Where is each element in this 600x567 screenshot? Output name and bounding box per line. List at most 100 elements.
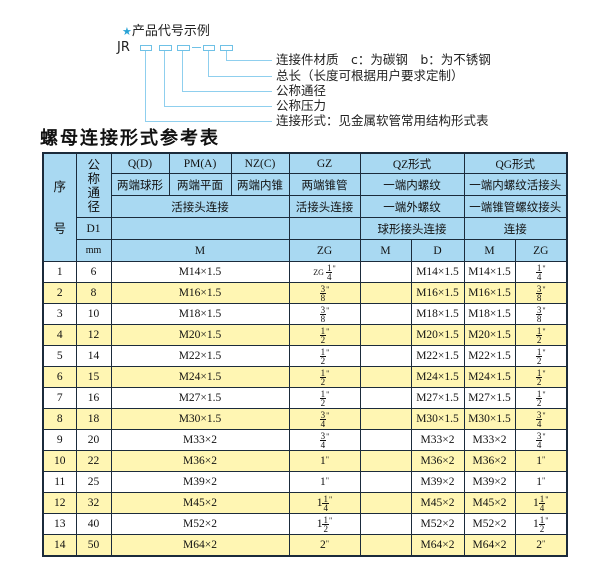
whole: 1 — [319, 455, 326, 467]
inch-mark: " — [326, 347, 330, 357]
inch-mark: " — [328, 494, 333, 504]
inch-mark: " — [326, 389, 330, 399]
seq-cell: 1 — [42, 261, 77, 283]
label-pressure: 公称压力 — [276, 98, 327, 113]
table-row: 8 18 M30×1.5 3 4 " M30×1.5 M30×1.5 3 4 " — [42, 408, 568, 430]
inch-mark: " — [545, 494, 549, 504]
seq-cell: 8 — [42, 408, 77, 430]
m-thread-cell: M24×1.5 — [110, 366, 290, 388]
qg-m-cell: M39×2 — [463, 471, 516, 493]
whole: 1 — [316, 517, 323, 530]
leader-line — [164, 51, 165, 106]
diameter-cell: 40 — [75, 513, 112, 535]
qg-zg-cell: 1 2 " — [514, 366, 568, 388]
seq-cell: 7 — [42, 387, 77, 409]
table-row: 6 15 M24×1.5 1 2 " M24×1.5 M24×1.5 1 2 " — [42, 366, 568, 388]
seq-cell: 10 — [42, 450, 77, 472]
header-cell: 连接 — [463, 217, 568, 240]
table-title: 螺母连接形式参考表 — [40, 128, 220, 149]
table-row: 4 12 M20×1.5 1 2 " M20×1.5 M20×1.5 1 2 " — [42, 324, 568, 346]
inch-mark: " — [325, 476, 329, 485]
header-nominal: 公称通径 — [75, 152, 112, 218]
qg-m-cell: M45×2 — [463, 492, 516, 514]
header-cell: 两端球形 — [110, 173, 170, 196]
inch-mark: " — [542, 410, 546, 420]
code-box-diameter — [177, 45, 190, 51]
m-thread-cell: M39×2 — [110, 471, 290, 493]
m-thread-cell: M18×1.5 — [110, 303, 290, 325]
table-row: 7 16 M27×1.5 1 2 " M27×1.5 M27×1.5 1 2 " — [42, 387, 568, 409]
gz-zg-cell: 1" — [288, 450, 361, 472]
m-thread-cell: M30×1.5 — [110, 408, 290, 430]
diagram-heading: ★产品代号示例 — [122, 24, 210, 39]
diameter-cell: 12 — [75, 324, 112, 346]
inch-mark: " — [326, 326, 330, 336]
diameter-cell: 50 — [75, 534, 112, 557]
qz-d-cell: M64×2 — [410, 534, 465, 557]
m-thread-cell: M52×2 — [110, 513, 290, 535]
header-cell: 两端内锥 — [230, 173, 290, 196]
whole: 1 — [532, 496, 539, 509]
qg-zg-cell: 3 4 " — [514, 429, 568, 451]
seq-cell: 9 — [42, 429, 77, 451]
nut-connection-table: 序号 公称通径 Q(D) PM(A) NZ(C) GZ QZ形式 QG形式 两端… — [42, 152, 568, 557]
qg-m-cell: M33×2 — [463, 429, 516, 451]
qg-m-cell: M24×1.5 — [463, 366, 516, 388]
inch-mark: " — [326, 431, 330, 441]
qz-m-cell — [359, 345, 412, 367]
header-cell-empty — [288, 217, 361, 240]
qg-m-cell: M27×1.5 — [463, 387, 516, 409]
header-cell: M — [359, 239, 412, 262]
gz-zg-cell: 1 2 " — [288, 366, 361, 388]
qg-zg-cell: 1 1 2 " — [514, 513, 568, 535]
label-connection: 连接形式：见金属软管常用结构形式表 — [276, 113, 489, 128]
qz-d-cell: M39×2 — [410, 471, 465, 493]
inch-mark: " — [326, 368, 330, 378]
header-cell: NZ(C) — [230, 152, 290, 174]
gz-zg-cell: ZG 1 4 " — [288, 261, 361, 283]
inch-mark: " — [542, 347, 546, 357]
label-length: 总长（长度可根据用户要求定制） — [276, 68, 464, 83]
qz-d-cell: M18×1.5 — [410, 303, 465, 325]
table-row: 3 10 M18×1.5 3 8 " M18×1.5 M18×1.5 3 8 " — [42, 303, 568, 325]
header-mm: mm — [75, 239, 112, 262]
leader-line — [208, 76, 272, 77]
header-cell: M — [463, 239, 516, 262]
diameter-cell: 15 — [75, 366, 112, 388]
leader-line — [208, 51, 209, 76]
m-thread-cell: M22×1.5 — [110, 345, 290, 367]
qz-d-cell: M24×1.5 — [410, 366, 465, 388]
diameter-cell: 22 — [75, 450, 112, 472]
inch-mark: " — [325, 539, 329, 548]
inch-mark: " — [325, 455, 329, 464]
gz-zg-cell: 3 4 " — [288, 429, 361, 451]
gz-zg-cell: 1 2 " — [288, 387, 361, 409]
inch-mark: " — [542, 284, 546, 294]
table-row: 1 6 M14×1.5 ZG 1 4 " M14×1.5 M14×1.5 1 4 " — [42, 261, 568, 283]
table-row: 9 20 M33×2 3 4 " M33×2 M33×2 3 4 " — [42, 429, 568, 451]
label-material: 连接件材质 c：为碳钢 b：为不锈钢 — [276, 52, 491, 67]
qg-zg-cell: 3 8 " — [514, 282, 568, 304]
header-cell: ZG — [514, 239, 568, 262]
header-cell: 一端外螺纹 — [359, 195, 465, 218]
leader-line — [145, 51, 146, 121]
header-cell: M — [110, 239, 290, 262]
header-cell: 一端锥管螺纹接头 — [463, 195, 568, 218]
qg-m-cell: M36×2 — [463, 450, 516, 472]
inch-mark: " — [542, 305, 546, 315]
whole: 1 — [319, 476, 326, 488]
diameter-cell: 32 — [75, 492, 112, 514]
inch-mark: " — [542, 389, 546, 399]
table-row: 12 32 M45×2 1 1 4 " M45×2 M45×2 1 1 4 " — [42, 492, 568, 514]
diameter-cell: 20 — [75, 429, 112, 451]
qg-zg-cell: 1 4 " — [514, 261, 568, 283]
table-row: 5 14 M22×1.5 1 2 " M22×1.5 M22×1.5 1 2 " — [42, 345, 568, 367]
